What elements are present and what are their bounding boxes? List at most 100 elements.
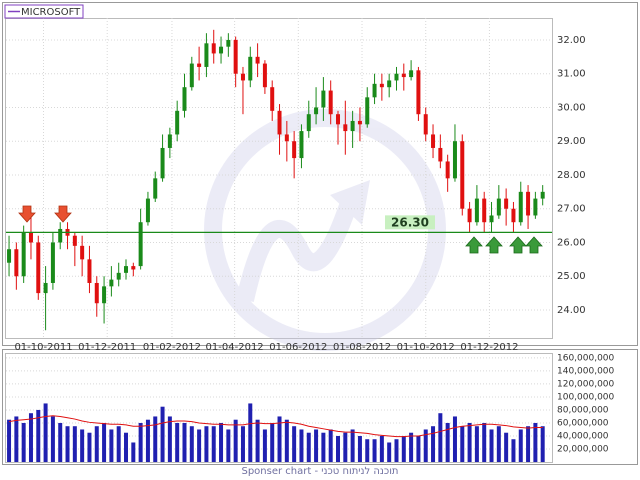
volume-bar xyxy=(94,426,99,462)
watermark xyxy=(204,109,446,351)
volume-bar xyxy=(387,442,392,462)
x-tick-label: 01-12-2012 xyxy=(460,342,518,353)
candle-body xyxy=(496,198,501,216)
y-tick-label: 32.00 xyxy=(557,35,586,46)
candle-body xyxy=(401,73,406,78)
volume-bar xyxy=(189,426,194,462)
candle-body xyxy=(109,279,114,287)
volume-bar xyxy=(321,432,326,462)
volume-bar xyxy=(350,429,355,462)
candle-body xyxy=(416,70,421,115)
x-tick-label: 01-06-2012 xyxy=(269,342,327,353)
volume-bar xyxy=(145,419,150,462)
volume-bar xyxy=(116,426,121,462)
volume-bar xyxy=(343,432,348,462)
candle-body xyxy=(445,161,450,179)
volume-bar xyxy=(511,439,516,462)
volume-bar xyxy=(87,432,92,462)
volume-bar xyxy=(416,435,421,462)
volume-bar xyxy=(233,419,238,462)
volume-bar xyxy=(540,426,545,462)
reference-label: 26.30 xyxy=(391,215,429,229)
volume-bar xyxy=(314,429,319,462)
y-tick-label: 160,000,000 xyxy=(557,353,615,363)
volume-bar xyxy=(306,432,311,462)
volume-bar xyxy=(474,426,479,462)
x-tick-label: 01-04-2012 xyxy=(206,342,264,353)
candle-body xyxy=(262,63,267,88)
volume-bar xyxy=(65,426,70,462)
down-arrows xyxy=(18,205,72,223)
candle-body xyxy=(160,147,165,179)
candle-body xyxy=(504,198,509,209)
volume-bar xyxy=(270,422,275,462)
candle-body xyxy=(482,198,487,223)
volume-bar xyxy=(197,429,202,462)
candle-body xyxy=(36,242,41,294)
volume-bar xyxy=(80,429,85,462)
reference-label-box xyxy=(385,215,435,230)
candle-body xyxy=(284,134,289,142)
candle-body xyxy=(533,198,538,216)
candle-body xyxy=(204,43,209,67)
candle-body xyxy=(7,249,12,263)
volume-bar xyxy=(131,442,136,462)
candle-body xyxy=(423,114,428,135)
candle-body xyxy=(467,208,472,223)
y-tick-label: 29.00 xyxy=(557,136,586,147)
volume-bar xyxy=(255,419,260,462)
volume-bar xyxy=(182,422,187,462)
candle-body xyxy=(94,282,99,304)
candle-body xyxy=(153,178,158,199)
candle-body xyxy=(372,83,377,98)
candle-body xyxy=(102,286,107,304)
x-tick-label: 01-12-2011 xyxy=(78,342,136,353)
volume-bar xyxy=(50,416,55,462)
candle-body xyxy=(240,73,245,81)
candle-body xyxy=(343,124,348,132)
volume-bar xyxy=(7,419,12,462)
candle-body xyxy=(387,80,392,88)
candle-body xyxy=(28,232,33,243)
candle-body xyxy=(306,114,311,132)
volume-bar xyxy=(452,416,457,462)
volume-bar xyxy=(292,426,297,462)
candle-body xyxy=(197,63,202,67)
volume-bar xyxy=(489,429,494,462)
volume-bar xyxy=(533,422,538,462)
candle-body xyxy=(255,56,260,64)
volume-bar xyxy=(153,416,158,462)
candle-body xyxy=(321,90,326,108)
x-tick-label: 01-10-2012 xyxy=(397,342,455,353)
y-tick-label: 27.00 xyxy=(557,204,586,215)
volume-bar xyxy=(518,429,523,462)
candle-body xyxy=(452,141,457,179)
volume-bar xyxy=(175,422,180,462)
candle-body xyxy=(87,259,92,283)
volume-bar xyxy=(299,429,304,462)
candle-body xyxy=(248,56,253,81)
volume-bar xyxy=(43,403,48,462)
volume-bar xyxy=(262,429,267,462)
candle-body xyxy=(226,39,231,47)
y-tick-label: 24.00 xyxy=(557,305,586,316)
volume-bar xyxy=(160,406,165,462)
volume-bar xyxy=(277,416,282,462)
candle-body xyxy=(431,134,436,148)
candle-body xyxy=(116,272,121,280)
candle-body xyxy=(277,110,282,135)
candle-body xyxy=(124,266,129,273)
volume-bar xyxy=(58,422,63,462)
x-tick-label: 01-10-2011 xyxy=(14,342,72,353)
candle-body xyxy=(58,228,63,243)
volume-bar xyxy=(336,435,341,462)
candle-body xyxy=(328,90,333,115)
volume-bar xyxy=(401,435,406,462)
candle-body xyxy=(145,198,150,223)
volume-layer: 20,000,000 40,000,000 60,000,000 80,000,000… xyxy=(6,353,615,462)
candle-body xyxy=(189,63,194,88)
volume-bar xyxy=(124,432,129,462)
candle-body xyxy=(138,222,143,267)
volume-bar xyxy=(109,429,114,462)
